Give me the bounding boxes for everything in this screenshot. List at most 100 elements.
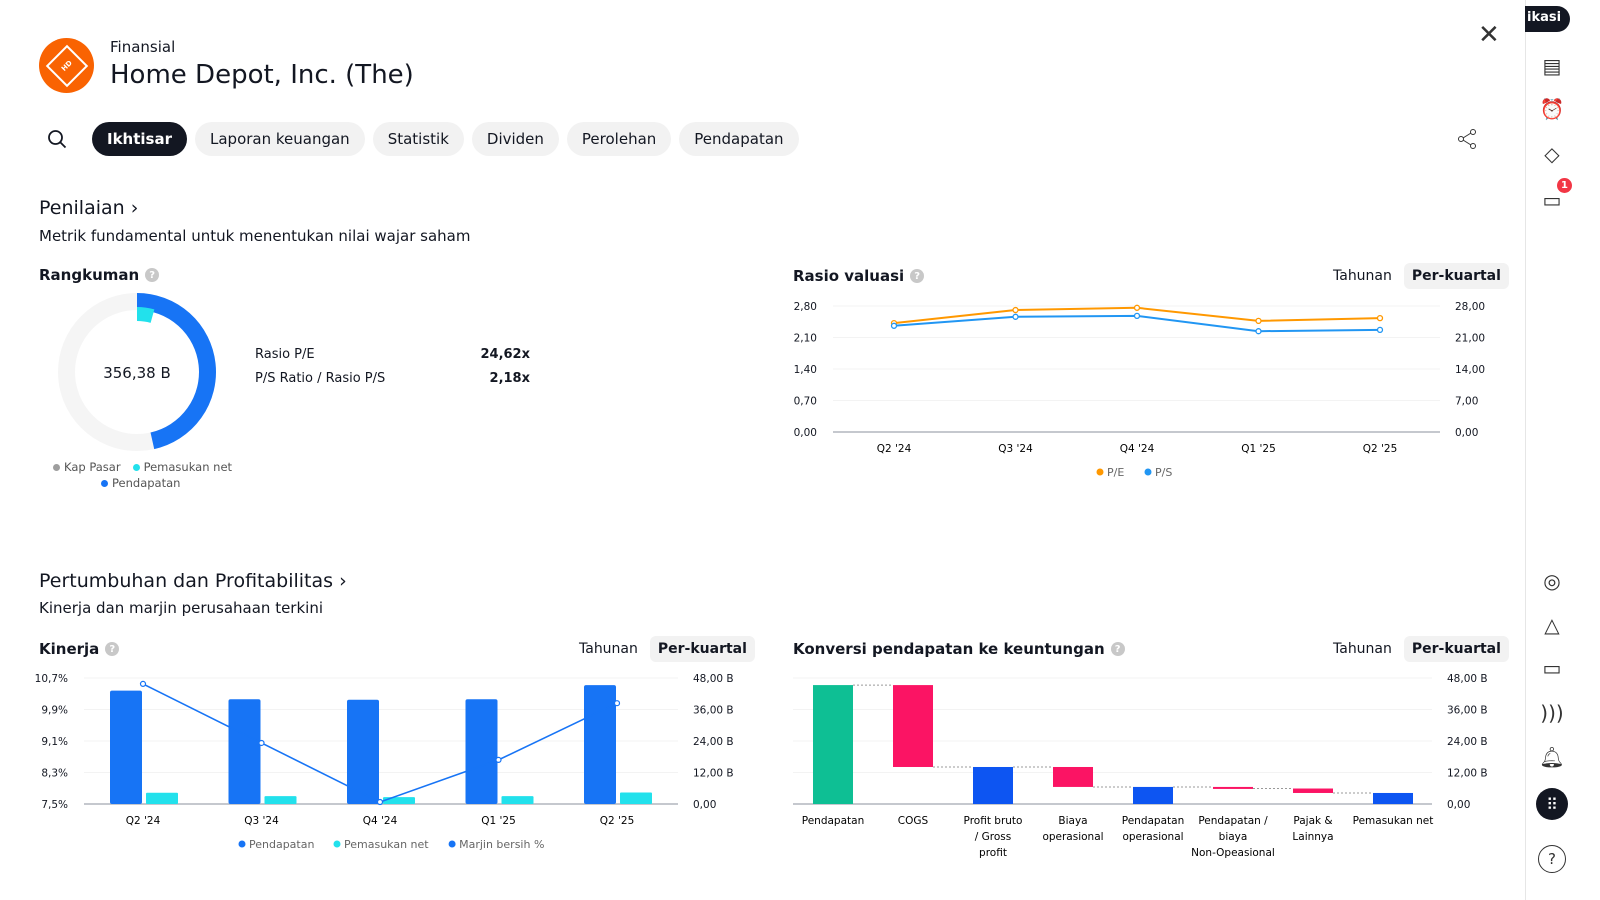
- help-icon[interactable]: ?: [105, 642, 120, 656]
- toggle-quarterly[interactable]: Per-kuartal: [1403, 636, 1509, 662]
- apps-icon[interactable]: ⠿: [1536, 788, 1568, 820]
- revenue-conversion-chart: 0,00 12,00 B 24,00 B 36,00 B 48,00 B Pendapat…: [793, 673, 1488, 859]
- y-tick-left: 0,00: [794, 427, 817, 439]
- bar-revenue: [347, 699, 379, 804]
- y-tick-right: 0,00: [693, 799, 716, 811]
- calendar-icon[interactable]: ▭: [1542, 656, 1562, 680]
- pe-label: Rasio P/E: [255, 347, 315, 362]
- x-tick-label: Pendapatan /: [1198, 815, 1268, 827]
- search-icon[interactable]: [40, 122, 74, 156]
- legend-net-income: Pemasukan net: [132, 460, 232, 474]
- news-icon[interactable]: ▤: [1542, 54, 1562, 78]
- x-tick-label: operasional: [1122, 831, 1183, 843]
- y-tick-right: 48,00 B: [1447, 673, 1488, 685]
- y-tick-right: 21,00: [1455, 333, 1485, 345]
- growth-heading[interactable]: Pertumbuhan dan Profitabilitas ›: [39, 570, 347, 592]
- performance-title: Kinerja?: [39, 640, 120, 658]
- x-tick-label: Q2 '25: [600, 815, 635, 827]
- performance-chart: 7,5% 0,00 8,3% 12,00 B 9,1% 24,00 B 9,9% 36,00 …: [35, 673, 734, 851]
- x-tick-label: Biaya: [1058, 815, 1087, 827]
- ratio-title: Rasio valuasi?: [793, 267, 925, 285]
- ps-label: P/S Ratio / Rasio P/S: [255, 371, 386, 386]
- y-tick-right: 48,00 B: [693, 673, 734, 685]
- legend-market-cap: Kap Pasar: [53, 460, 121, 474]
- stream-icon[interactable]: ))): [1540, 701, 1564, 725]
- page-title: Home Depot, Inc. (The): [110, 60, 414, 90]
- legend-label: Marjin bersih %: [459, 838, 544, 851]
- notification-pill[interactable]: ikasi: [1525, 6, 1570, 32]
- toggle-quarterly[interactable]: Per-kuartal: [1403, 263, 1509, 289]
- layers-icon[interactable]: ◇: [1544, 142, 1560, 166]
- toggle-annual[interactable]: Tahunan: [1333, 641, 1392, 657]
- x-tick-label: Q2 '24: [877, 443, 912, 455]
- valuation-heading[interactable]: Penilaian ›: [39, 197, 139, 219]
- waterfall-bar: [1133, 786, 1173, 804]
- help-icon[interactable]: ?: [910, 269, 925, 283]
- x-tick-label: Q2 '25: [1363, 443, 1398, 455]
- tab-ikhtisar[interactable]: Ikhtisar: [92, 122, 187, 156]
- tab-dividen[interactable]: Dividen: [471, 122, 559, 156]
- data-point: [613, 700, 621, 707]
- waterfall-bar: [893, 685, 933, 767]
- legend-revenue: Pendapatan: [101, 476, 180, 490]
- valuation-ratio-chart: 0,00 0,00 0,70 7,00 1,40 14,00 2,10 21,00 2,80 28…: [794, 301, 1485, 479]
- tab-laporan-keuangan[interactable]: Laporan keuangan: [195, 122, 365, 156]
- growth-description: Kinerja dan marjin perusahaan terkini: [39, 599, 324, 617]
- alarm-icon[interactable]: ⏰: [1539, 97, 1565, 121]
- x-tick-label: Pendapatan: [1122, 815, 1184, 827]
- bell-icon[interactable]: 🔔︎: [1539, 745, 1565, 769]
- waterfall-bar: [1053, 766, 1093, 787]
- performance-period-toggle: Tahunan Per-kuartal: [571, 636, 755, 662]
- y-tick-right: 12,00 B: [1447, 768, 1488, 780]
- summary-title-text: Rangkuman: [39, 266, 140, 284]
- x-tick-label: Q1 '25: [481, 815, 516, 827]
- logo-mark: HD: [45, 44, 88, 87]
- waterfall-bar: [813, 685, 853, 804]
- close-icon[interactable]: ✕: [1478, 20, 1500, 50]
- target-icon[interactable]: ◎: [1543, 569, 1561, 593]
- data-point: [1133, 312, 1141, 320]
- x-tick-label: Q3 '24: [244, 815, 279, 827]
- x-tick-label: operasional: [1042, 831, 1103, 843]
- x-tick-label: biaya: [1219, 831, 1248, 843]
- y-tick-right: 0,00: [1455, 427, 1478, 439]
- data-point: [1133, 304, 1141, 311]
- ideas-icon[interactable]: △: [1544, 613, 1560, 637]
- summary-title: Rangkuman?: [39, 266, 160, 284]
- x-tick-label: Pemasukan net: [1353, 815, 1434, 827]
- toggle-annual[interactable]: Tahunan: [1333, 268, 1392, 284]
- y-tick-right: 36,00 B: [1447, 705, 1488, 717]
- tab-pendapatan[interactable]: Pendapatan: [679, 122, 799, 156]
- series-line-net-margin: [142, 683, 618, 803]
- data-point: [890, 322, 898, 329]
- bar-net-income: [620, 792, 652, 804]
- bar-net-income: [501, 796, 534, 804]
- y-tick-left: 9,9%: [41, 705, 68, 717]
- tab-perolehan[interactable]: Perolehan: [566, 122, 672, 156]
- net-income-arc: [136, 307, 155, 323]
- help-icon[interactable]: ?: [145, 268, 160, 282]
- chat-icon[interactable]: ▭ 1: [1538, 178, 1572, 214]
- toggle-quarterly[interactable]: Per-kuartal: [649, 636, 755, 662]
- y-tick-left: 10,7%: [35, 673, 68, 685]
- page-subtitle: Finansial: [110, 38, 176, 56]
- tab-bar: Ikhtisar Laporan keuangan Statistik Divi…: [40, 122, 799, 156]
- tab-statistik[interactable]: Statistik: [372, 122, 464, 156]
- x-tick-label: Profit bruto: [964, 815, 1023, 827]
- bar-revenue: [584, 685, 616, 804]
- x-tick-label: Q4 '24: [363, 815, 398, 827]
- waterfall-bar: [973, 766, 1013, 804]
- legend-label: Pemasukan net: [344, 838, 429, 851]
- help-icon[interactable]: ?: [1110, 642, 1125, 656]
- share-icon[interactable]: [1456, 128, 1478, 154]
- legend-marker: [1144, 468, 1152, 476]
- legend-marker: [448, 840, 456, 848]
- help-icon[interactable]: ?: [1538, 845, 1566, 873]
- company-logo: HD: [39, 38, 94, 93]
- bar-net-income: [264, 796, 297, 804]
- y-tick-right: 7,00: [1455, 396, 1478, 408]
- bar-net-income: [383, 797, 415, 804]
- summary-legend: Kap Pasar Pemasukan net: [53, 460, 232, 474]
- toggle-annual[interactable]: Tahunan: [579, 641, 638, 657]
- y-tick-right: 24,00 B: [1447, 736, 1488, 748]
